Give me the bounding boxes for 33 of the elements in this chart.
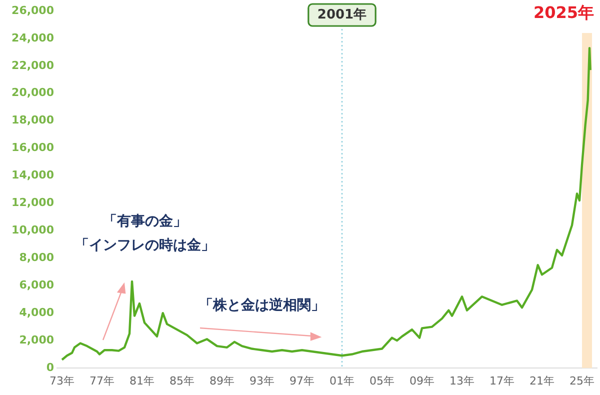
- annotation: 「インフレの時は金」: [75, 238, 215, 254]
- x-tick-label: 81年: [130, 374, 154, 388]
- y-tick-label: 10,000: [12, 224, 54, 237]
- y-tick-label: 14,000: [12, 168, 54, 182]
- y-tick-label: 2,000: [19, 333, 54, 346]
- x-tick-label: 25年: [570, 374, 594, 388]
- y-tick-label: 8,000: [19, 251, 54, 264]
- ref-line-label: 2001年: [317, 7, 367, 22]
- annotation: 「有事の金」: [103, 214, 187, 230]
- x-tick-label: 93年: [250, 374, 274, 388]
- x-tick-label: 05年: [370, 374, 394, 388]
- x-tick-label: 85年: [170, 374, 194, 388]
- y-tick-label: 0: [46, 360, 54, 374]
- y-tick-label: 12,000: [12, 196, 54, 210]
- x-tick-label: 21年: [530, 374, 554, 388]
- x-tick-label: 17年: [490, 374, 514, 388]
- x-tick-label: 89年: [210, 374, 234, 388]
- y-tick-label: 4,000: [19, 306, 54, 319]
- y-tick-label: 18,000: [12, 114, 54, 127]
- x-tick-label: 13年: [450, 374, 474, 388]
- x-tick-label: 01年: [330, 374, 354, 388]
- y-tick-label: 26,000: [12, 4, 54, 17]
- y-tick-label: 16,000: [12, 141, 54, 154]
- annotation: 「株と金は逆相関」: [199, 296, 325, 314]
- x-tick-label: 97年: [290, 374, 314, 388]
- y-tick-label: 24,000: [12, 31, 54, 44]
- y-tick-label: 6,000: [19, 278, 54, 292]
- x-tick-label: 09年: [410, 374, 434, 388]
- band-label: 2025年: [533, 3, 594, 22]
- y-tick-label: 22,000: [12, 58, 54, 72]
- y-tick-label: 20,000: [12, 86, 54, 100]
- x-tick-label: 77年: [90, 374, 114, 388]
- x-tick-label: 73年: [50, 374, 74, 388]
